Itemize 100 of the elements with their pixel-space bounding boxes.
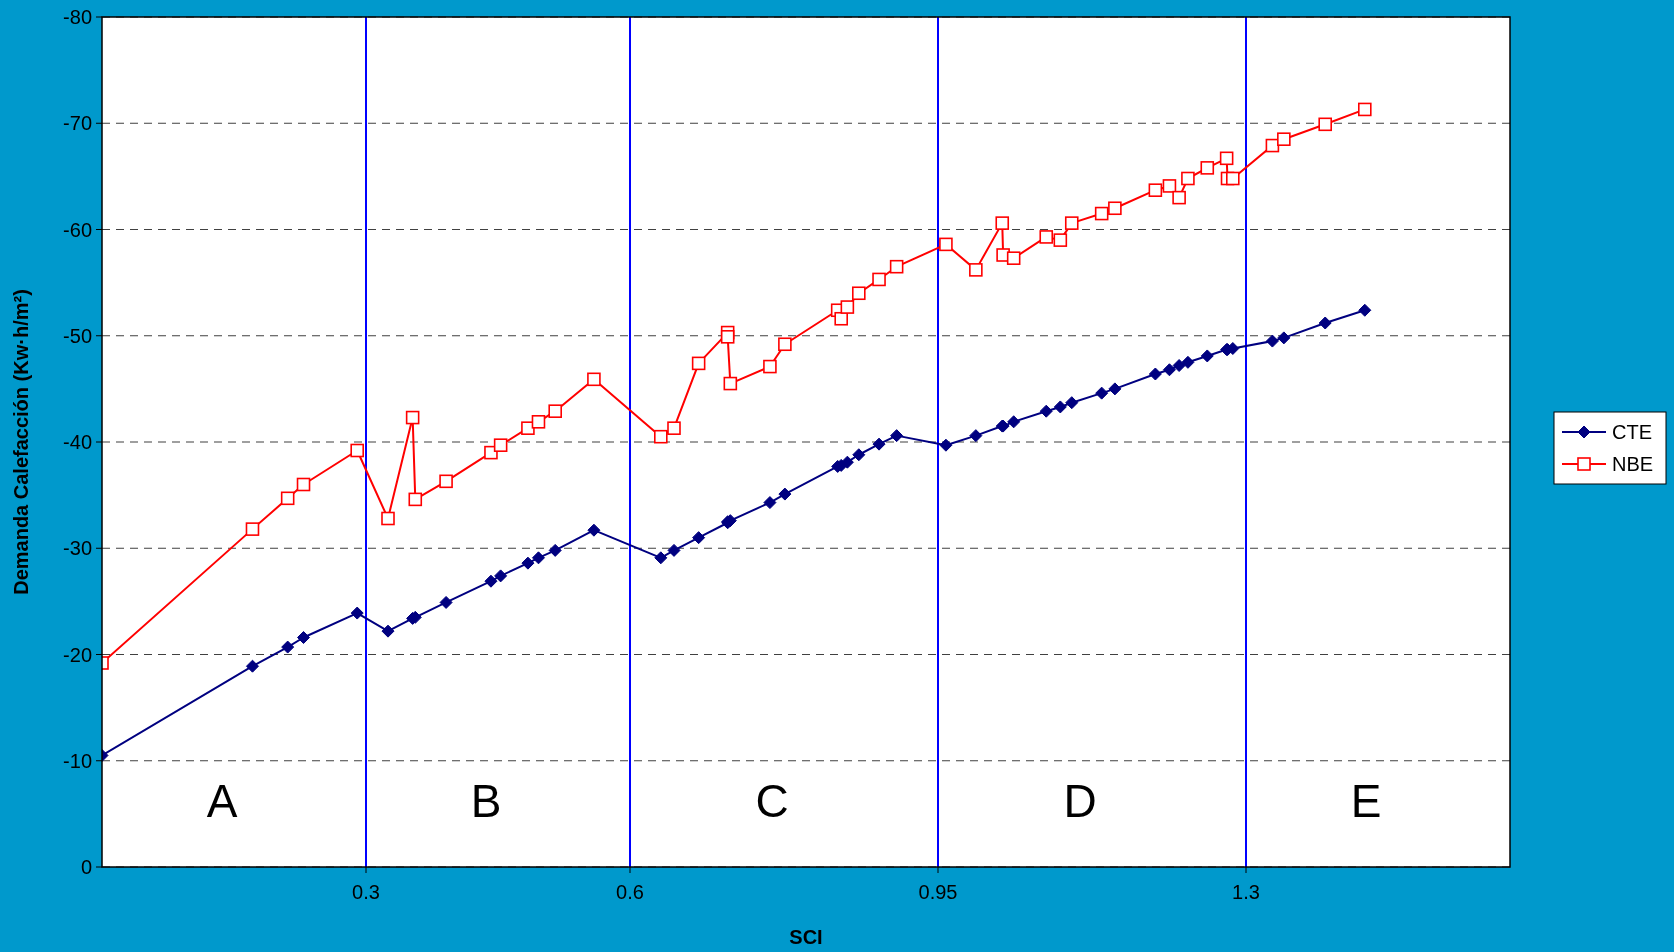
point	[691, 356, 706, 371]
point	[723, 376, 738, 391]
point	[531, 415, 546, 429]
point	[890, 429, 904, 443]
point	[1172, 190, 1186, 205]
point	[1358, 303, 1372, 317]
point	[889, 259, 904, 274]
point	[405, 410, 420, 425]
point	[1162, 179, 1177, 193]
annotation: C	[755, 775, 789, 828]
x-tick-label: 1.3	[1232, 881, 1260, 903]
point	[1200, 349, 1214, 363]
point	[1108, 201, 1122, 216]
x-tick-label: 0.95	[918, 881, 958, 903]
point	[1148, 183, 1163, 197]
point	[1318, 316, 1332, 330]
point	[840, 300, 855, 314]
point	[350, 443, 364, 458]
point	[296, 477, 311, 492]
point	[548, 404, 562, 418]
point	[1007, 415, 1021, 429]
point	[834, 311, 848, 326]
point	[350, 606, 364, 620]
x-tick-label: 0.3	[352, 881, 380, 903]
annotation: E	[1350, 775, 1382, 828]
point	[521, 556, 535, 570]
y-tick-label: -10	[63, 749, 92, 772]
point	[939, 237, 953, 252]
point	[439, 474, 453, 489]
point	[493, 438, 508, 452]
y-tick-label: 0	[80, 856, 92, 878]
point	[1277, 331, 1291, 345]
y-tick-label: -70	[63, 112, 92, 135]
annotation: D	[1063, 775, 1097, 828]
point	[939, 438, 953, 452]
point	[969, 429, 983, 443]
y-tick-label: -30	[63, 537, 92, 560]
point	[587, 372, 601, 387]
y-tick-label: -40	[63, 431, 92, 453]
point	[1053, 233, 1068, 247]
point	[408, 492, 423, 507]
point	[281, 640, 295, 654]
point	[1095, 386, 1109, 400]
point	[280, 491, 295, 506]
point	[381, 511, 395, 526]
y-axis-title: Demanda Calefacción (Kw·h/m²)	[10, 289, 32, 595]
y-tick-label: -50	[63, 324, 92, 347]
point	[852, 286, 866, 301]
y-tick-label: -80	[63, 6, 92, 28]
point	[587, 523, 601, 537]
point	[872, 437, 886, 451]
point	[1358, 102, 1372, 117]
point	[1006, 251, 1021, 265]
point	[667, 421, 681, 435]
point	[531, 551, 545, 565]
x-tick-label: 0.6	[616, 881, 644, 903]
x-axis-title: SCI	[789, 926, 823, 948]
point	[778, 337, 792, 352]
point	[1181, 355, 1195, 369]
point	[548, 543, 562, 557]
point	[245, 659, 259, 673]
point	[667, 543, 681, 557]
point	[521, 421, 535, 435]
point	[1039, 230, 1054, 244]
point	[778, 487, 792, 501]
point	[381, 624, 395, 638]
point	[1277, 132, 1291, 146]
point	[1148, 367, 1162, 381]
point	[852, 448, 866, 462]
annotation: B	[470, 775, 502, 828]
annotation: A	[206, 775, 238, 828]
point	[872, 272, 886, 287]
point	[297, 631, 311, 644]
point	[1108, 382, 1122, 396]
point	[720, 330, 735, 344]
point	[1094, 206, 1109, 221]
point	[1053, 400, 1067, 414]
point	[1039, 404, 1053, 418]
point	[494, 569, 508, 583]
point	[995, 216, 1010, 230]
point	[763, 359, 777, 374]
point	[654, 429, 668, 444]
legend-label: NBE	[1612, 453, 1654, 475]
point	[1318, 117, 1332, 132]
point	[969, 263, 983, 277]
point	[1065, 396, 1079, 410]
point	[840, 455, 854, 469]
point	[1226, 171, 1240, 186]
point	[692, 531, 706, 545]
y-tick-label: -20	[63, 643, 92, 666]
point	[763, 496, 777, 510]
legend-label: CTE	[1612, 421, 1652, 443]
y-tick-label: -60	[63, 218, 92, 241]
point	[1172, 359, 1186, 372]
point	[1162, 363, 1176, 377]
point	[1219, 151, 1234, 166]
point	[1200, 161, 1215, 175]
point	[1064, 216, 1079, 230]
point	[1265, 334, 1279, 348]
point	[484, 574, 498, 588]
